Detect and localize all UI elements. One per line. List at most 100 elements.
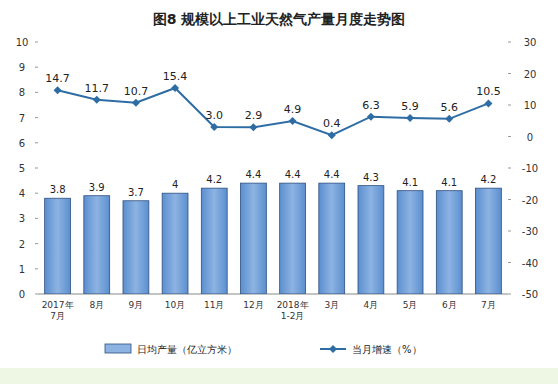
- y-tick: [35, 218, 38, 219]
- y2-tick: [508, 231, 511, 232]
- x-tick-label: 8月: [89, 300, 104, 310]
- bar-label: 4.4: [324, 169, 340, 180]
- x-tick-label: 10月: [165, 300, 185, 310]
- y2-tick-label: 10: [524, 100, 537, 111]
- x-tick-label: 12月: [243, 300, 263, 310]
- bar-label: 4.3: [363, 172, 379, 183]
- line-label: 5.9: [401, 100, 419, 113]
- line-label: 5.6: [441, 101, 459, 114]
- bar: [123, 201, 149, 294]
- bar: [319, 183, 345, 294]
- y-tick: [35, 268, 38, 269]
- bar-label: 3.9: [89, 182, 105, 193]
- y2-tick: [508, 199, 511, 200]
- y-tick: [35, 243, 38, 244]
- y-tick: [35, 294, 38, 295]
- y2-tick: [508, 136, 511, 137]
- line-label: 10.7: [124, 85, 149, 98]
- bar-label: 4.4: [285, 169, 301, 180]
- line-label: 3.0: [206, 109, 224, 122]
- marker: [210, 123, 218, 131]
- marker: [249, 123, 257, 131]
- y2-tick: [508, 105, 511, 106]
- y-tick: [35, 92, 38, 93]
- marker: [132, 99, 140, 107]
- bar: [84, 196, 110, 294]
- bar: [436, 191, 462, 294]
- y-tick-label: 10: [16, 37, 29, 48]
- y2-tick-label: 0: [527, 132, 533, 143]
- y2-tick: [508, 262, 511, 263]
- y2-tick-label: -30: [522, 226, 538, 237]
- marker: [367, 113, 375, 121]
- x-tick-label: 9月: [129, 300, 144, 310]
- x-tick-label: 3月: [324, 300, 339, 310]
- legend-label: 日均产量（亿立方米）: [137, 344, 237, 355]
- marker: [93, 96, 101, 104]
- y-tick-label: 6: [19, 138, 25, 149]
- marker: [171, 84, 179, 92]
- y-tick-label: 0: [19, 289, 25, 300]
- plot-area: [45, 84, 502, 294]
- y-tick: [35, 67, 38, 68]
- title: 图8 规模以上工业天然气产量月度走势图: [153, 11, 406, 27]
- legend: 日均产量（亿立方米） 当月增速（%）: [105, 344, 422, 355]
- y-tick-label: 8: [19, 87, 25, 98]
- y-tick: [35, 142, 38, 143]
- marker: [289, 117, 297, 125]
- line-label: 10.5: [476, 85, 501, 98]
- bar-label: 4.4: [245, 169, 261, 180]
- y2-tick-label: -50: [522, 289, 538, 300]
- y-tick-label: 4: [19, 188, 25, 199]
- bar: [201, 188, 227, 294]
- line: [58, 88, 489, 135]
- bar-label: 3.7: [128, 187, 144, 198]
- bar-label: 4.1: [441, 177, 457, 188]
- bar-label: 4.2: [206, 174, 222, 185]
- bar-label: 3.8: [50, 184, 66, 195]
- y-tick-label: 3: [19, 213, 25, 224]
- y-tick-label: 2: [19, 239, 25, 250]
- data-labels: 3.8 3.9 3.7 4 4.2 4.4 4.4 4.4 4.3 4.1 4.1 4.2 14.7 11…: [45, 70, 500, 198]
- y2-tick-label: -40: [522, 258, 538, 269]
- x-tick-label: 11月: [204, 300, 224, 310]
- bar: [475, 188, 501, 294]
- y2-tick-label: 30: [524, 37, 537, 48]
- bar: [240, 183, 266, 294]
- y2-tick-label: -10: [522, 163, 538, 174]
- line-label: 6.3: [362, 99, 380, 112]
- chart-container: 图8 规模以上工业天然气产量月度走势图 0 1 2 3 4 5 6 7 8 9 10 -50 -40 -30…: [0, 0, 558, 384]
- bar-label: 4.1: [402, 177, 418, 188]
- chart-svg: 图8 规模以上工业天然气产量月度走势图 0 1 2 3 4 5 6 7 8 9 10 -50 -40 -30…: [0, 0, 558, 384]
- line-label: 15.4: [163, 70, 188, 83]
- x-tick-label: 2018年1-2月: [277, 300, 309, 321]
- bar-label: 4: [172, 179, 178, 190]
- y-tick-label: 7: [19, 113, 25, 124]
- y2-tick: [508, 73, 511, 74]
- legend-swatch: [105, 344, 131, 353]
- x-tick-label: 2017年7月: [42, 300, 74, 321]
- x-tick-label: 5月: [403, 300, 418, 310]
- y-tick: [35, 117, 38, 118]
- bar: [45, 198, 71, 294]
- y2-tick-label: -20: [522, 195, 538, 206]
- x-tick-label: 4月: [364, 300, 379, 310]
- y-tick-label: 5: [19, 163, 25, 174]
- line-label: 11.7: [85, 82, 110, 95]
- legend-label: 当月增速（%）: [352, 344, 422, 355]
- bar: [358, 186, 384, 294]
- line-label: 4.9: [284, 103, 302, 116]
- x-tick-label: 6月: [442, 300, 457, 310]
- bar-label: 4.2: [480, 174, 496, 185]
- y-tick: [35, 168, 38, 169]
- marker: [328, 131, 336, 139]
- bar: [280, 183, 306, 294]
- line-label: 14.7: [45, 72, 70, 85]
- y-tick-label: 1: [19, 264, 25, 275]
- marker: [445, 115, 453, 123]
- marker: [406, 114, 414, 122]
- y-tick-label: 9: [19, 62, 25, 73]
- marker: [484, 99, 492, 107]
- marker: [54, 86, 62, 94]
- y2-tick: [508, 168, 511, 169]
